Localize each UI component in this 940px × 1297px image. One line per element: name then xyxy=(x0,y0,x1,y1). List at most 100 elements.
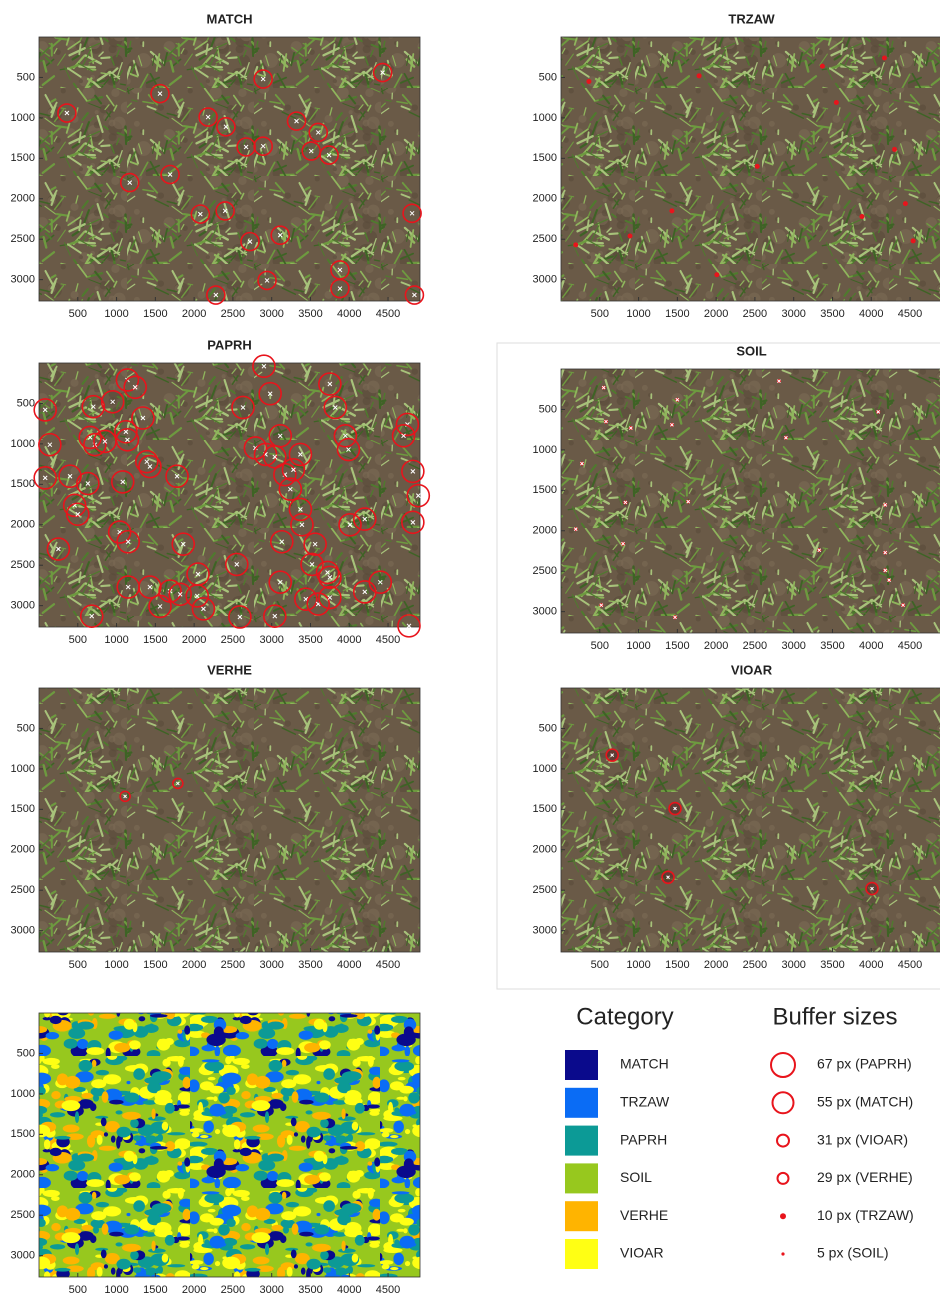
x-tick-label: 4000 xyxy=(859,959,883,971)
y-tick-label: 3000 xyxy=(533,925,557,937)
weed-marker xyxy=(669,803,681,815)
panel-title: MATCH xyxy=(207,11,253,26)
weed-marker xyxy=(882,56,887,61)
x-tick-label: 1000 xyxy=(104,1284,128,1296)
y-tick-label: 2500 xyxy=(11,559,35,571)
x-tick-label: 3500 xyxy=(298,1284,322,1296)
weed-marker xyxy=(892,147,897,152)
marker-dot xyxy=(911,238,916,243)
y-tick-label: 2000 xyxy=(11,193,35,205)
legend-buffer-label: 31 px (VIOAR) xyxy=(817,1131,908,1147)
field-image xyxy=(39,37,420,301)
marker-dot xyxy=(834,100,839,105)
field-image xyxy=(561,369,940,633)
marker-dot xyxy=(820,64,825,69)
weed-marker xyxy=(629,426,633,430)
x-tick-label: 4000 xyxy=(337,308,361,320)
weed-marker xyxy=(903,201,908,206)
x-tick-label: 1500 xyxy=(665,308,689,320)
weed-marker xyxy=(859,214,864,219)
y-tick-label: 2500 xyxy=(533,565,557,577)
x-tick-label: 1500 xyxy=(665,640,689,652)
legend-buffer-label: 29 px (VERHE) xyxy=(817,1169,913,1185)
x-tick-label: 1500 xyxy=(143,634,167,646)
legend-buffer xyxy=(773,1092,794,1113)
page: Category Buffer sizes MATCH 500 1000 1500 20… xyxy=(0,0,940,1297)
legend-buffer xyxy=(780,1213,786,1219)
marker-dot xyxy=(903,201,908,206)
legend-buffer xyxy=(778,1173,789,1184)
x-tick-label: 2000 xyxy=(704,959,728,971)
legend-title: Buffer sizes xyxy=(773,1003,898,1030)
x-tick-label: 3500 xyxy=(298,959,322,971)
weed-marker xyxy=(883,568,887,572)
weed-marker xyxy=(602,386,606,390)
legend-swatch xyxy=(565,1201,598,1231)
weed-marker xyxy=(606,749,618,761)
x-tick-label: 1000 xyxy=(104,634,128,646)
weed-marker xyxy=(755,164,760,169)
x-tick-label: 2500 xyxy=(743,959,767,971)
x-tick-label: 3000 xyxy=(259,1284,283,1296)
legend-label: VERHE xyxy=(620,1207,668,1223)
x-tick-label: 1000 xyxy=(626,640,650,652)
x-tick-label: 3000 xyxy=(781,640,805,652)
weed-marker xyxy=(573,242,578,247)
weed-marker xyxy=(586,79,591,84)
x-tick-label: 3500 xyxy=(820,308,844,320)
x-tick-label: 3000 xyxy=(259,308,283,320)
x-tick-label: 3000 xyxy=(259,634,283,646)
x-tick-label: 4500 xyxy=(376,959,400,971)
y-tick-label: 1500 xyxy=(11,803,35,815)
x-tick-label: 2000 xyxy=(182,634,206,646)
legend-swatch xyxy=(565,1050,598,1080)
weed-marker xyxy=(669,208,674,213)
x-tick-label: 2500 xyxy=(221,308,245,320)
y-tick-label: 1500 xyxy=(11,152,35,164)
legend-buffer xyxy=(781,1252,784,1255)
marker-dot xyxy=(586,79,591,84)
legend-buffer xyxy=(771,1053,795,1077)
y-tick-label: 500 xyxy=(539,71,557,83)
x-tick-label: 3500 xyxy=(298,308,322,320)
weed-marker xyxy=(866,883,878,895)
legend-swatch xyxy=(565,1239,598,1269)
y-tick-label: 500 xyxy=(17,71,35,83)
legend-label: MATCH xyxy=(620,1056,669,1072)
marker-dot xyxy=(697,73,702,78)
y-tick-label: 2500 xyxy=(533,233,557,245)
y-tick-label: 2000 xyxy=(533,193,557,205)
legend-buffer-label: 10 px (TRZAW) xyxy=(817,1207,914,1223)
weed-marker xyxy=(580,462,584,466)
legend-label: VIOAR xyxy=(620,1245,664,1261)
weed-marker xyxy=(604,420,608,424)
weed-marker xyxy=(574,527,578,531)
weed-marker xyxy=(901,603,905,607)
y-tick-label: 1500 xyxy=(11,1128,35,1140)
x-tick-label: 4500 xyxy=(376,1284,400,1296)
x-tick-label: 2000 xyxy=(182,1284,206,1296)
y-tick-label: 3000 xyxy=(533,606,557,618)
x-tick-label: 2500 xyxy=(221,1284,245,1296)
y-tick-label: 1500 xyxy=(533,803,557,815)
legend-label: PAPRH xyxy=(620,1131,667,1147)
x-tick-label: 3000 xyxy=(781,959,805,971)
x-tick-label: 500 xyxy=(69,308,87,320)
legend-title: Category xyxy=(576,1003,673,1030)
y-tick-label: 2500 xyxy=(533,884,557,896)
weed-marker xyxy=(670,423,674,427)
x-tick-label: 3500 xyxy=(820,640,844,652)
x-tick-label: 1000 xyxy=(104,959,128,971)
y-tick-label: 3000 xyxy=(11,925,35,937)
x-tick-label: 3500 xyxy=(820,959,844,971)
x-tick-label: 3000 xyxy=(259,959,283,971)
weed-marker xyxy=(697,73,702,78)
legend-buffer xyxy=(777,1135,789,1147)
x-tick-label: 4000 xyxy=(337,959,361,971)
x-tick-label: 1500 xyxy=(143,959,167,971)
figure: Category Buffer sizes MATCH 500 1000 1500 20… xyxy=(0,0,940,1297)
weed-marker xyxy=(621,542,625,546)
x-tick-label: 4500 xyxy=(898,959,922,971)
y-tick-label: 1000 xyxy=(533,763,557,775)
y-tick-label: 1500 xyxy=(533,484,557,496)
